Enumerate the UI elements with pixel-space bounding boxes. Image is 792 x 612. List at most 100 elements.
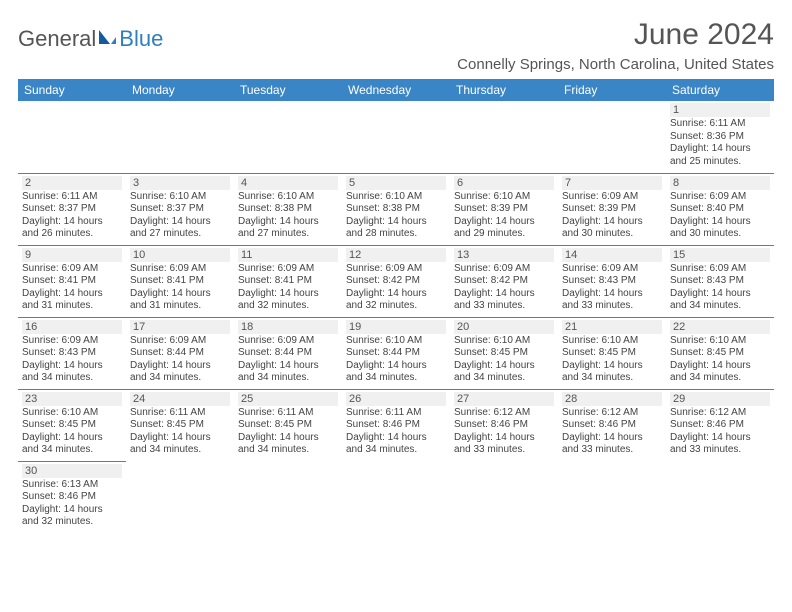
daylight-text: Daylight: 14 hours and 33 minutes. (454, 288, 554, 313)
daylight-text: Daylight: 14 hours and 34 minutes. (130, 432, 230, 457)
day-number: 13 (454, 248, 554, 262)
logo-text-blue: Blue (119, 26, 163, 52)
sunset-text: Sunset: 8:46 PM (562, 419, 662, 432)
daylight-text: Daylight: 14 hours and 34 minutes. (670, 288, 770, 313)
week-row: 1Sunrise: 6:11 AMSunset: 8:36 PMDaylight… (18, 101, 774, 173)
day-info: Sunrise: 6:12 AMSunset: 8:46 PMDaylight:… (562, 407, 662, 457)
day-cell: 14Sunrise: 6:09 AMSunset: 8:43 PMDayligh… (558, 245, 666, 317)
day-cell: 12Sunrise: 6:09 AMSunset: 8:42 PMDayligh… (342, 245, 450, 317)
sunrise-text: Sunrise: 6:09 AM (130, 335, 230, 348)
day-info: Sunrise: 6:10 AMSunset: 8:38 PMDaylight:… (346, 191, 446, 241)
sunrise-text: Sunrise: 6:11 AM (670, 118, 770, 131)
day-cell: 11Sunrise: 6:09 AMSunset: 8:41 PMDayligh… (234, 245, 342, 317)
day-cell: 24Sunrise: 6:11 AMSunset: 8:45 PMDayligh… (126, 389, 234, 461)
sunrise-text: Sunrise: 6:09 AM (562, 263, 662, 276)
day-cell: 18Sunrise: 6:09 AMSunset: 8:44 PMDayligh… (234, 317, 342, 389)
sunset-text: Sunset: 8:37 PM (130, 203, 230, 216)
dayheader-thursday: Thursday (450, 79, 558, 101)
day-number: 9 (22, 248, 122, 262)
day-number: 17 (130, 320, 230, 334)
day-number: 3 (130, 176, 230, 190)
sunset-text: Sunset: 8:46 PM (22, 491, 122, 504)
daylight-text: Daylight: 14 hours and 32 minutes. (346, 288, 446, 313)
day-number: 7 (562, 176, 662, 190)
sunset-text: Sunset: 8:43 PM (562, 275, 662, 288)
day-number: 20 (454, 320, 554, 334)
day-cell: 17Sunrise: 6:09 AMSunset: 8:44 PMDayligh… (126, 317, 234, 389)
sunset-text: Sunset: 8:41 PM (22, 275, 122, 288)
sunset-text: Sunset: 8:39 PM (454, 203, 554, 216)
sunrise-text: Sunrise: 6:09 AM (22, 263, 122, 276)
empty-cell (234, 101, 342, 173)
day-number: 5 (346, 176, 446, 190)
sunset-text: Sunset: 8:45 PM (130, 419, 230, 432)
sunrise-text: Sunrise: 6:09 AM (670, 191, 770, 204)
calendar-body: 1Sunrise: 6:11 AMSunset: 8:36 PMDaylight… (18, 101, 774, 533)
sunset-text: Sunset: 8:43 PM (22, 347, 122, 360)
daylight-text: Daylight: 14 hours and 29 minutes. (454, 216, 554, 241)
dayheader-wednesday: Wednesday (342, 79, 450, 101)
day-number: 18 (238, 320, 338, 334)
day-cell: 22Sunrise: 6:10 AMSunset: 8:45 PMDayligh… (666, 317, 774, 389)
day-number: 10 (130, 248, 230, 262)
daylight-text: Daylight: 14 hours and 34 minutes. (22, 432, 122, 457)
sunrise-text: Sunrise: 6:09 AM (22, 335, 122, 348)
day-cell: 20Sunrise: 6:10 AMSunset: 8:45 PMDayligh… (450, 317, 558, 389)
day-number: 15 (670, 248, 770, 262)
daylight-text: Daylight: 14 hours and 34 minutes. (238, 432, 338, 457)
day-info: Sunrise: 6:11 AMSunset: 8:45 PMDaylight:… (238, 407, 338, 457)
day-info: Sunrise: 6:10 AMSunset: 8:45 PMDaylight:… (22, 407, 122, 457)
daylight-text: Daylight: 14 hours and 32 minutes. (22, 504, 122, 529)
daylight-text: Daylight: 14 hours and 25 minutes. (670, 143, 770, 168)
dayheader-monday: Monday (126, 79, 234, 101)
day-cell: 21Sunrise: 6:10 AMSunset: 8:45 PMDayligh… (558, 317, 666, 389)
sunrise-text: Sunrise: 6:09 AM (130, 263, 230, 276)
daylight-text: Daylight: 14 hours and 31 minutes. (130, 288, 230, 313)
day-number: 23 (22, 392, 122, 406)
day-info: Sunrise: 6:11 AMSunset: 8:45 PMDaylight:… (130, 407, 230, 457)
sunrise-text: Sunrise: 6:10 AM (670, 335, 770, 348)
sunset-text: Sunset: 8:44 PM (130, 347, 230, 360)
sunset-text: Sunset: 8:44 PM (346, 347, 446, 360)
sunset-text: Sunset: 8:46 PM (346, 419, 446, 432)
daylight-text: Daylight: 14 hours and 27 minutes. (238, 216, 338, 241)
month-title: June 2024 (457, 18, 774, 52)
sunset-text: Sunset: 8:46 PM (454, 419, 554, 432)
day-cell: 1Sunrise: 6:11 AMSunset: 8:36 PMDaylight… (666, 101, 774, 173)
sunset-text: Sunset: 8:45 PM (238, 419, 338, 432)
day-info: Sunrise: 6:10 AMSunset: 8:45 PMDaylight:… (454, 335, 554, 385)
day-number: 29 (670, 392, 770, 406)
sunrise-text: Sunrise: 6:10 AM (454, 335, 554, 348)
day-info: Sunrise: 6:10 AMSunset: 8:38 PMDaylight:… (238, 191, 338, 241)
daylight-text: Daylight: 14 hours and 33 minutes. (454, 432, 554, 457)
day-number: 28 (562, 392, 662, 406)
day-info: Sunrise: 6:09 AMSunset: 8:43 PMDaylight:… (670, 263, 770, 313)
week-row: 9Sunrise: 6:09 AMSunset: 8:41 PMDaylight… (18, 245, 774, 317)
day-number: 12 (346, 248, 446, 262)
day-number: 22 (670, 320, 770, 334)
day-number: 14 (562, 248, 662, 262)
empty-cell (342, 101, 450, 173)
empty-cell (126, 101, 234, 173)
sunrise-text: Sunrise: 6:11 AM (238, 407, 338, 420)
day-info: Sunrise: 6:09 AMSunset: 8:41 PMDaylight:… (130, 263, 230, 313)
sunrise-text: Sunrise: 6:09 AM (238, 263, 338, 276)
day-info: Sunrise: 6:09 AMSunset: 8:41 PMDaylight:… (238, 263, 338, 313)
sunset-text: Sunset: 8:38 PM (238, 203, 338, 216)
sunset-text: Sunset: 8:42 PM (346, 275, 446, 288)
day-cell: 26Sunrise: 6:11 AMSunset: 8:46 PMDayligh… (342, 389, 450, 461)
sunrise-text: Sunrise: 6:10 AM (346, 191, 446, 204)
day-cell: 6Sunrise: 6:10 AMSunset: 8:39 PMDaylight… (450, 173, 558, 245)
location-text: Connelly Springs, North Carolina, United… (457, 56, 774, 73)
daylight-text: Daylight: 14 hours and 34 minutes. (130, 360, 230, 385)
day-info: Sunrise: 6:09 AMSunset: 8:43 PMDaylight:… (22, 335, 122, 385)
sunrise-text: Sunrise: 6:10 AM (346, 335, 446, 348)
sunrise-text: Sunrise: 6:11 AM (22, 191, 122, 204)
empty-cell (18, 101, 126, 173)
empty-cell (450, 461, 558, 533)
day-info: Sunrise: 6:11 AMSunset: 8:46 PMDaylight:… (346, 407, 446, 457)
calendar-thead: SundayMondayTuesdayWednesdayThursdayFrid… (18, 79, 774, 101)
sunset-text: Sunset: 8:41 PM (130, 275, 230, 288)
sunset-text: Sunset: 8:40 PM (670, 203, 770, 216)
empty-cell (342, 461, 450, 533)
